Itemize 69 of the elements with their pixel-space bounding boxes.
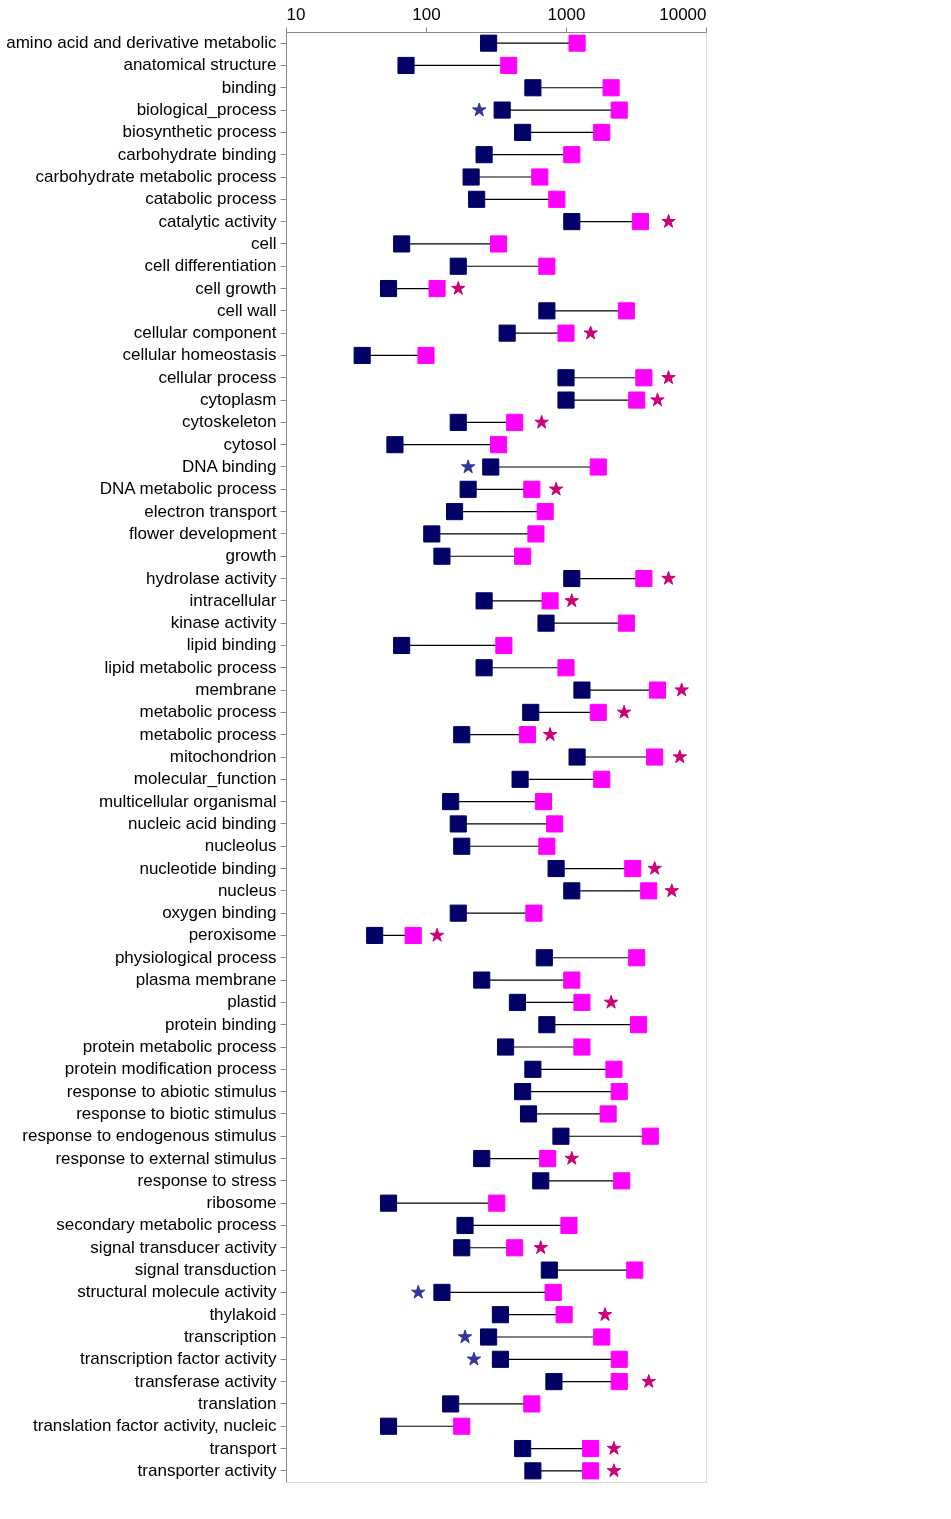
y-tick-label: plastid (227, 992, 277, 1012)
y-tick-label: catabolic process (145, 189, 277, 209)
y-tick-label: response to stress (137, 1170, 277, 1190)
y-tick-label: protein modification process (64, 1059, 277, 1079)
y-tick-label: carbohydrate metabolic process (35, 167, 277, 186)
x-tick-label: 1000 (547, 4, 586, 24)
y-tick-label: cell (250, 233, 277, 253)
y-tick-label: molecular_function (133, 769, 277, 789)
y-tick-label: cellular component (133, 323, 277, 343)
y-tick-label: flower development (129, 523, 277, 543)
y-tick-label: biological_process (136, 100, 277, 120)
y-tick-label: anatomical structure (123, 55, 277, 75)
y-tick-label: catalytic activity (158, 211, 277, 231)
y-tick-label: cellular homeostasis (122, 345, 277, 365)
y-tick-label: cytoskeleton (182, 412, 277, 432)
y-tick-label: kinase activity (170, 613, 277, 633)
y-tick-label: cellular process (158, 367, 277, 387)
y-tick-label: DNA metabolic process (99, 479, 277, 499)
y-tick-label: transporter activity (137, 1460, 277, 1480)
y-tick-label: thylakoid (209, 1304, 277, 1324)
y-tick-label: oxygen binding (162, 903, 277, 923)
y-tick-label: electron transport (144, 501, 277, 521)
y-tick-label: peroxisome (188, 925, 277, 945)
y-tick-label: translation (198, 1393, 277, 1413)
x-tick-label: 10 (286, 4, 306, 24)
y-tick-label: response to abiotic stimulus (66, 1081, 277, 1101)
y-tick-label: hydrolase activity (146, 568, 277, 588)
y-tick-label: DNA binding (181, 457, 277, 476)
y-tick-label: nucleolus (204, 836, 277, 856)
y-tick-label: response to external stimulus (55, 1148, 277, 1168)
y-tick-label: growth (225, 546, 277, 566)
y-tick-label: response to endogenous stimulus (22, 1126, 277, 1146)
y-tick-label: mitochondrion (169, 747, 277, 766)
y-tick-label: transcription factor activity (79, 1349, 277, 1369)
y-tick-label: cell wall (216, 300, 277, 320)
y-tick-label: carbohydrate binding (117, 144, 277, 164)
y-tick-label: plasma membrane (135, 970, 277, 990)
y-tick-label: metabolic process (139, 702, 277, 722)
y-tick-label: binding (221, 77, 277, 97)
y-tick-label: cytosol (223, 434, 277, 454)
y-tick-label: protein binding (164, 1014, 277, 1034)
y-tick-label: biosynthetic process (122, 122, 277, 142)
y-tick-label: nucleotide binding (139, 858, 277, 878)
y-tick-label: lipid metabolic process (104, 657, 277, 677)
y-tick-label: protein metabolic process (82, 1037, 277, 1056)
y-tick-label: cytoplasm (199, 390, 277, 410)
x-tick-label: 100 (412, 4, 441, 24)
y-tick-label: membrane (195, 680, 277, 700)
y-tick-label: translation factor activity, nucleic (33, 1416, 277, 1436)
y-tick-label: response to biotic stimulus (76, 1103, 277, 1123)
y-tick-label: multicellular organismal (98, 791, 277, 811)
y-tick-label: amino acid and derivative metabolic (6, 33, 277, 53)
y-tick-label: cell growth (195, 278, 277, 298)
y-tick-label: transferase activity (134, 1371, 277, 1391)
x-tick-label: 10000 (659, 4, 707, 24)
y-tick-label: transcription (183, 1327, 277, 1346)
y-tick-label: transport (209, 1438, 277, 1458)
y-tick-label: nucleus (217, 880, 277, 900)
y-tick-label: physiological process (114, 947, 277, 967)
y-tick-label: signal transduction (134, 1260, 277, 1280)
y-tick-label: intracellular (189, 590, 277, 610)
y-tick-label: ribosome (206, 1193, 277, 1213)
y-tick-label: nucleic acid binding (128, 813, 277, 833)
y-tick-label: metabolic process (139, 724, 277, 744)
y-tick-label: secondary metabolic process (56, 1215, 277, 1235)
y-tick-label: lipid binding (186, 635, 277, 655)
y-tick-label: structural molecule activity (77, 1282, 277, 1302)
y-tick-label: signal transducer activity (90, 1237, 277, 1257)
y-tick-label: cell differentiation (144, 256, 277, 276)
